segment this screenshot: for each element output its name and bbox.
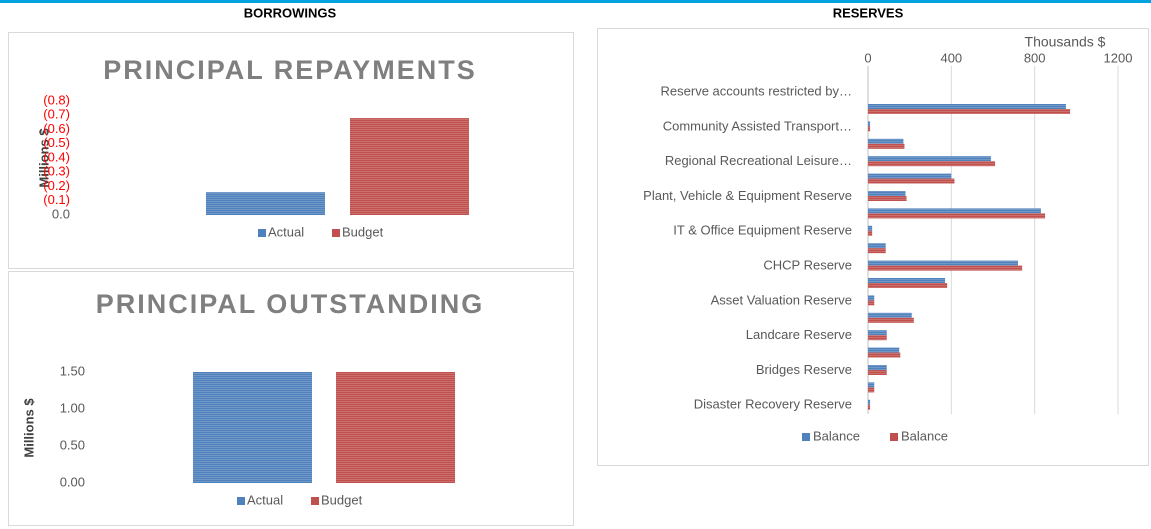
bar bbox=[193, 372, 312, 483]
category-label: Plant, Vehicle & Equipment Reserve bbox=[643, 188, 852, 203]
legend-swatch bbox=[311, 497, 319, 505]
section-header: RESERVES bbox=[833, 5, 904, 20]
y-tick-label: (0.7) bbox=[43, 107, 70, 122]
bar bbox=[868, 404, 871, 410]
bar bbox=[868, 352, 901, 358]
bar bbox=[868, 208, 1041, 214]
bar bbox=[868, 191, 906, 196]
bar bbox=[868, 295, 875, 301]
bar bbox=[868, 370, 887, 375]
bar bbox=[868, 109, 1071, 114]
bar bbox=[868, 243, 886, 249]
category-label: Community Assisted Transport… bbox=[663, 118, 852, 133]
bar bbox=[868, 121, 871, 127]
category-label: Asset Valuation Reserve bbox=[711, 292, 852, 307]
bar bbox=[868, 260, 1018, 266]
chart-title: PRINCIPAL OUTSTANDING bbox=[96, 289, 485, 319]
legend-label: Budget bbox=[342, 224, 384, 239]
bar bbox=[868, 300, 875, 306]
chart-title: PRINCIPAL REPAYMENTS bbox=[103, 55, 477, 85]
legend-swatch bbox=[802, 433, 810, 441]
y-tick-label: 0.50 bbox=[60, 437, 85, 452]
bar bbox=[868, 399, 871, 405]
legend-swatch bbox=[890, 433, 898, 441]
category-label: Disaster Recovery Reserve bbox=[694, 397, 852, 412]
category-label: CHCP Reserve bbox=[763, 258, 852, 273]
x-axis-title: Thousands $ bbox=[1025, 34, 1106, 50]
y-tick-label: 1.50 bbox=[60, 363, 85, 378]
bar bbox=[868, 382, 875, 388]
bar bbox=[868, 173, 952, 179]
legend-label: Balance bbox=[813, 428, 860, 443]
y-tick-label: (0.1) bbox=[43, 192, 70, 207]
bar bbox=[868, 213, 1046, 219]
y-axis-title: Millions $ bbox=[21, 398, 36, 458]
bar bbox=[868, 365, 887, 370]
legend-swatch bbox=[237, 497, 245, 505]
bar bbox=[868, 278, 946, 283]
x-tick-label: 0 bbox=[864, 50, 871, 65]
y-tick-label: (0.6) bbox=[43, 121, 70, 136]
bar bbox=[868, 178, 955, 184]
category-label: Reserve accounts restricted by… bbox=[661, 84, 852, 99]
bar bbox=[868, 387, 875, 393]
bar bbox=[350, 118, 469, 215]
bar bbox=[868, 347, 900, 353]
category-label: Regional Recreational Leisure… bbox=[665, 153, 852, 168]
legend-label: Budget bbox=[321, 492, 363, 507]
bar bbox=[868, 143, 905, 149]
legend-label: Balance bbox=[901, 428, 948, 443]
bar bbox=[868, 265, 1023, 271]
bar bbox=[336, 372, 455, 483]
x-tick-label: 800 bbox=[1024, 50, 1046, 65]
y-tick-label: (0.3) bbox=[43, 164, 70, 179]
bar bbox=[868, 230, 873, 236]
y-tick-label: (0.5) bbox=[43, 135, 70, 150]
bar bbox=[868, 138, 904, 144]
section-header: BORROWINGS bbox=[244, 5, 337, 20]
category-label: Landcare Reserve bbox=[746, 327, 852, 342]
legend-label: Actual bbox=[268, 224, 304, 239]
bar bbox=[868, 317, 914, 323]
y-tick-label: (0.4) bbox=[43, 149, 70, 164]
x-tick-label: 400 bbox=[940, 50, 962, 65]
y-axis-title: Millions $ bbox=[36, 128, 51, 188]
bar bbox=[868, 330, 887, 336]
bar bbox=[868, 161, 996, 167]
bar bbox=[868, 126, 871, 132]
y-tick-label: (0.2) bbox=[43, 178, 70, 193]
y-tick-label: 1.00 bbox=[60, 400, 85, 415]
panel bbox=[8, 32, 574, 269]
bar bbox=[868, 156, 991, 162]
y-tick-label: (0.8) bbox=[43, 92, 70, 107]
x-tick-label: 1200 bbox=[1104, 50, 1133, 65]
legend-label: Actual bbox=[247, 492, 283, 507]
category-label: Bridges Reserve bbox=[756, 362, 852, 377]
top-bar bbox=[0, 0, 1151, 3]
bar bbox=[868, 104, 1066, 109]
bar bbox=[868, 335, 887, 341]
y-tick-label: 0.00 bbox=[60, 474, 85, 489]
bar bbox=[868, 283, 948, 288]
legend-swatch bbox=[258, 229, 266, 237]
category-label: IT & Office Equipment Reserve bbox=[673, 223, 852, 238]
y-tick-label: 0.0 bbox=[52, 206, 70, 221]
bar bbox=[868, 248, 886, 254]
bar bbox=[868, 312, 912, 318]
bar bbox=[868, 225, 873, 231]
legend-swatch bbox=[332, 229, 340, 237]
bar bbox=[868, 196, 907, 201]
bar bbox=[206, 192, 325, 215]
